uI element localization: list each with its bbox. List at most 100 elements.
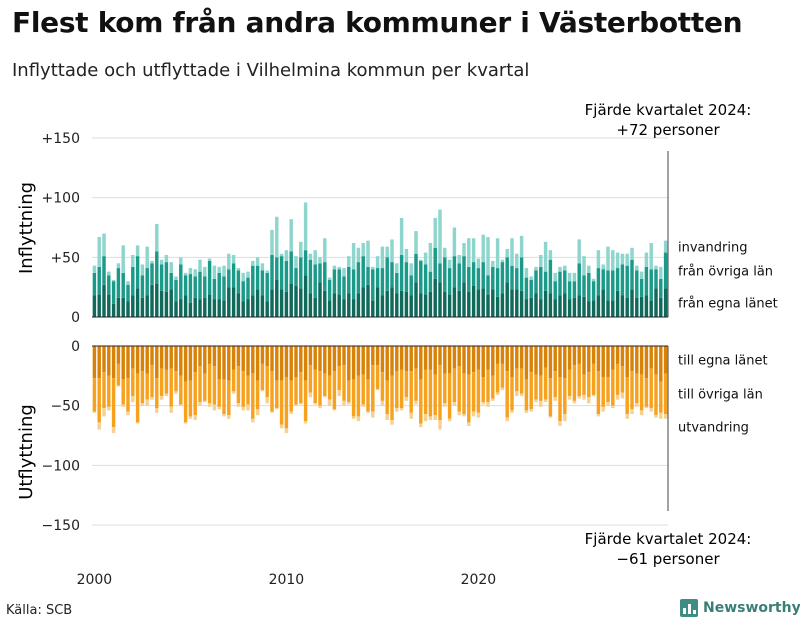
bar-inflow	[457, 290, 461, 317]
bar-inflow	[611, 270, 615, 301]
bar-outflow	[462, 373, 466, 415]
bar-outflow	[380, 400, 385, 406]
bar-outflow	[390, 346, 394, 376]
bar-outflow	[217, 406, 221, 410]
bar-inflow	[447, 294, 452, 317]
bar-outflow	[467, 374, 471, 423]
bar-outflow	[615, 346, 620, 364]
bar-outflow	[443, 373, 447, 404]
bar-outflow	[486, 402, 490, 407]
bar-outflow	[471, 372, 476, 412]
bar-inflow	[654, 265, 658, 270]
bar-outflow	[630, 371, 634, 410]
bar-outflow	[270, 371, 274, 412]
bar-inflow	[332, 265, 337, 270]
bar-outflow	[255, 380, 260, 410]
bar-outflow	[563, 378, 567, 415]
bar-inflow	[491, 289, 495, 317]
bar-inflow	[375, 287, 380, 317]
bar-outflow	[294, 377, 298, 405]
bar-outflow	[529, 346, 533, 373]
y-tick-label: −150	[42, 518, 80, 534]
bar-inflow	[255, 289, 260, 317]
bar-outflow	[284, 377, 289, 429]
bar-outflow	[567, 346, 572, 370]
bar-outflow	[279, 424, 284, 429]
bar-inflow	[351, 243, 356, 270]
bar-inflow	[500, 259, 505, 263]
bar-inflow	[140, 264, 145, 276]
bar-inflow	[486, 294, 490, 317]
bar-outflow	[471, 346, 476, 373]
bar-inflow	[395, 272, 399, 294]
bar-outflow	[337, 346, 341, 367]
bar-outflow	[635, 346, 639, 374]
bar-inflow	[596, 295, 601, 317]
bar-outflow	[92, 346, 97, 379]
bar-outflow	[227, 380, 231, 416]
bar-inflow	[524, 277, 529, 300]
bar-outflow	[601, 346, 605, 378]
bar-inflow	[414, 231, 418, 254]
bar-inflow	[635, 270, 639, 298]
bar-outflow	[457, 346, 461, 367]
bar-outflow	[145, 373, 149, 400]
bar-outflow	[611, 369, 615, 406]
y-tick-label: +150	[42, 131, 80, 147]
bar-outflow	[145, 399, 149, 406]
bar-outflow	[539, 346, 543, 376]
bar-inflow	[299, 288, 303, 317]
bar-outflow	[270, 411, 274, 413]
bar-outflow	[308, 365, 313, 393]
bar-inflow	[342, 268, 346, 277]
bar-outflow	[606, 377, 610, 403]
x-tick-label: 2000	[77, 572, 113, 588]
bar-inflow	[625, 297, 629, 317]
bar-outflow	[241, 406, 245, 411]
bar-inflow	[131, 254, 135, 267]
bar-outflow	[366, 379, 370, 412]
bar-inflow	[107, 275, 111, 295]
bar-outflow	[140, 371, 145, 404]
bar-inflow	[596, 268, 601, 296]
bar-inflow	[217, 266, 221, 273]
bar-inflow	[471, 262, 476, 286]
bar-outflow	[519, 368, 524, 394]
bar-inflow	[495, 296, 500, 317]
bar-inflow	[203, 297, 207, 317]
bar-inflow	[193, 276, 197, 298]
bar-inflow	[299, 241, 303, 258]
bar-inflow	[529, 297, 533, 317]
bar-outflow	[251, 373, 255, 419]
bar-outflow	[548, 346, 553, 379]
bar-inflow	[524, 299, 529, 317]
bar-inflow	[467, 291, 471, 317]
x-tick-label: 2020	[461, 572, 497, 588]
bar-outflow	[505, 371, 509, 418]
bar-inflow	[313, 250, 317, 265]
bar-inflow	[414, 253, 418, 283]
bar-inflow	[102, 233, 106, 257]
bar-inflow	[443, 247, 447, 258]
bar-inflow	[601, 264, 605, 270]
bar-outflow	[452, 346, 457, 369]
bar-inflow	[371, 269, 375, 301]
x-ticks: 2000 2010 2020	[77, 572, 497, 588]
bar-inflow	[193, 297, 197, 317]
bar-outflow	[361, 374, 365, 405]
bar-outflow	[102, 372, 106, 409]
bar-outflow	[534, 346, 538, 375]
bar-inflow	[611, 300, 615, 317]
bar-inflow	[207, 258, 212, 261]
bar-inflow	[385, 246, 389, 258]
bar-outflow	[327, 399, 332, 406]
bar-inflow	[347, 256, 351, 267]
bar-inflow	[553, 272, 557, 282]
bar-inflow	[534, 266, 538, 271]
bar-inflow	[404, 291, 409, 317]
bar-outflow	[582, 394, 586, 400]
bar-inflow	[390, 287, 394, 317]
bar-outflow	[241, 346, 245, 372]
bar-outflow	[284, 346, 289, 378]
bar-outflow	[183, 422, 188, 424]
